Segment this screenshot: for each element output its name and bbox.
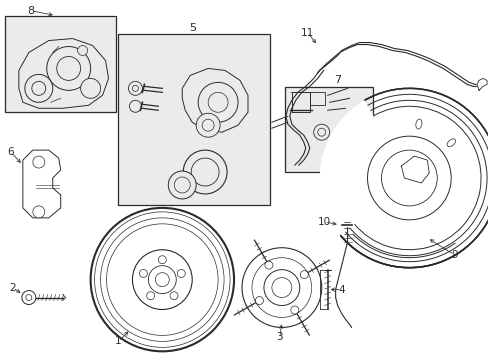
Circle shape bbox=[90, 208, 234, 351]
Circle shape bbox=[106, 224, 218, 336]
Circle shape bbox=[32, 81, 46, 95]
Circle shape bbox=[313, 124, 329, 140]
Circle shape bbox=[191, 158, 219, 186]
Circle shape bbox=[146, 292, 154, 300]
Text: 7: 7 bbox=[333, 75, 341, 85]
Text: 4: 4 bbox=[338, 284, 344, 294]
Bar bbox=[118, 33, 269, 205]
Circle shape bbox=[170, 292, 178, 300]
Text: 8: 8 bbox=[27, 6, 34, 15]
Bar bbox=[5, 15, 116, 112]
Circle shape bbox=[196, 113, 220, 137]
Text: 10: 10 bbox=[318, 217, 330, 227]
Circle shape bbox=[381, 150, 436, 206]
Circle shape bbox=[158, 256, 166, 264]
Circle shape bbox=[128, 81, 142, 95]
Circle shape bbox=[47, 46, 90, 90]
Wedge shape bbox=[319, 100, 408, 236]
Circle shape bbox=[198, 82, 238, 122]
Circle shape bbox=[251, 258, 311, 318]
Text: 2: 2 bbox=[10, 283, 16, 293]
Circle shape bbox=[174, 177, 190, 193]
Circle shape bbox=[177, 270, 185, 278]
Circle shape bbox=[271, 278, 291, 298]
Ellipse shape bbox=[415, 119, 421, 129]
Circle shape bbox=[290, 306, 298, 314]
Circle shape bbox=[242, 248, 321, 328]
Text: 1: 1 bbox=[115, 336, 122, 346]
Circle shape bbox=[33, 156, 45, 168]
Bar bbox=[285, 87, 372, 172]
Text: 11: 11 bbox=[301, 28, 314, 37]
Circle shape bbox=[317, 128, 325, 136]
Circle shape bbox=[202, 119, 214, 131]
Circle shape bbox=[94, 212, 229, 347]
Circle shape bbox=[148, 266, 176, 293]
Circle shape bbox=[78, 45, 87, 55]
Circle shape bbox=[264, 270, 299, 306]
Circle shape bbox=[367, 136, 450, 220]
Circle shape bbox=[168, 171, 196, 199]
Circle shape bbox=[129, 100, 141, 112]
Circle shape bbox=[155, 273, 169, 287]
Circle shape bbox=[208, 92, 227, 112]
Polygon shape bbox=[476, 78, 486, 90]
Text: 5: 5 bbox=[188, 23, 195, 33]
Circle shape bbox=[26, 294, 32, 301]
Circle shape bbox=[101, 218, 224, 341]
Text: 9: 9 bbox=[450, 250, 457, 260]
Ellipse shape bbox=[446, 139, 455, 147]
Circle shape bbox=[183, 150, 226, 194]
Circle shape bbox=[132, 250, 192, 310]
Circle shape bbox=[300, 271, 307, 279]
Circle shape bbox=[22, 291, 36, 305]
Circle shape bbox=[264, 261, 272, 269]
Polygon shape bbox=[19, 39, 108, 108]
Text: 3: 3 bbox=[276, 332, 283, 342]
Circle shape bbox=[33, 206, 45, 218]
Polygon shape bbox=[182, 68, 247, 132]
Circle shape bbox=[81, 78, 101, 98]
Circle shape bbox=[255, 297, 263, 305]
Polygon shape bbox=[291, 92, 309, 112]
Circle shape bbox=[139, 270, 147, 278]
Text: 6: 6 bbox=[8, 147, 14, 157]
Circle shape bbox=[57, 57, 81, 80]
Polygon shape bbox=[23, 150, 61, 218]
Circle shape bbox=[25, 75, 53, 102]
Polygon shape bbox=[309, 92, 324, 105]
Circle shape bbox=[132, 85, 138, 91]
